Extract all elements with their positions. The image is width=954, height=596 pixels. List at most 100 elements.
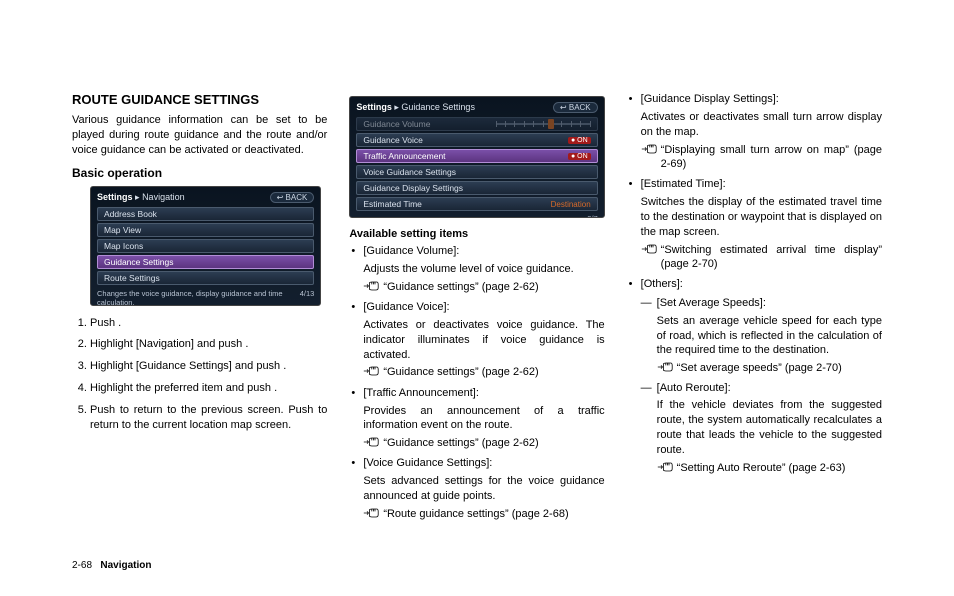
title2-crumb: Guidance Settings	[401, 102, 475, 112]
cross-ref: “Setting Auto Reroute” (page 2-63)	[657, 461, 882, 475]
col3-items: [Guidance Display Settings]: Activates or…	[627, 92, 882, 475]
item-title: [Guidance Voice]:	[363, 300, 604, 315]
step-item: Highlight the preferred item and push .	[90, 381, 327, 396]
menu-row: Map View	[97, 223, 314, 237]
hand-ref-icon	[363, 436, 379, 448]
row-label: Traffic Announcement	[363, 151, 445, 161]
menu-row: Guidance Voice ● ON	[356, 133, 597, 147]
menu-row: Voice Guidance Settings	[356, 165, 597, 179]
row-label: Guidance Settings	[104, 257, 173, 267]
step-item: Push .	[90, 316, 327, 331]
row-label: Route Settings	[104, 273, 160, 283]
page-body: ROUTE GUIDANCE SETTINGS Various guidance…	[72, 92, 882, 534]
sub-title: [Set Average Speeds]:	[657, 296, 882, 311]
item-body: Activates or deactivates small turn arro…	[641, 110, 882, 140]
on-indicator: ● ON	[568, 153, 591, 160]
item-title: [Others]:	[641, 277, 882, 292]
cross-ref: “Switching estimated arrival time displa…	[641, 243, 882, 272]
main-heading: ROUTE GUIDANCE SETTINGS	[72, 92, 327, 107]
cross-ref: “Displaying small turn arrow on map” (pa…	[641, 143, 882, 172]
setting-item: [Guidance Voice]: Activates or deactivate…	[349, 300, 604, 380]
item-body: Switches the display of the estimated tr…	[641, 195, 882, 240]
hand-ref-icon	[641, 143, 657, 155]
back-button: ↩ BACK	[553, 102, 598, 113]
back-button: ↩ BACK	[270, 192, 315, 203]
step-item: Highlight [Navigation] and push .	[90, 337, 327, 352]
basic-heading: Basic operation	[72, 166, 327, 180]
item-body: Activates or deactivates voice guidance.…	[363, 318, 604, 363]
setting-item: [Voice Guidance Settings]: Sets advanced …	[349, 456, 604, 521]
setting-item: [Others]: [Set Average Speeds]: Sets an av…	[627, 277, 882, 475]
row-label: Map View	[104, 225, 141, 235]
menu-row: Address Book	[97, 207, 314, 221]
setting-item: [Guidance Display Settings]: Activates or…	[627, 92, 882, 171]
guidance-settings-screenshot: Settings ▸ Guidance Settings ↩ BACK Guid…	[349, 96, 604, 218]
item-title: [Voice Guidance Settings]:	[363, 456, 604, 471]
available-heading: Available setting items	[349, 228, 604, 240]
cross-ref: “Route guidance settings” (page 2-68)	[363, 507, 604, 521]
screenshot-list: Address Book Map View Map Icons Guidance Se…	[97, 207, 314, 285]
item-body: Adjusts the volume level of voice guidan…	[363, 262, 604, 277]
hand-ref-icon	[363, 365, 379, 377]
hand-ref-icon	[641, 243, 657, 255]
menu-row: Guidance Display Settings	[356, 181, 597, 195]
screenshot-titlebar: Settings ▸ Navigation ↩ BACK	[97, 192, 314, 203]
setting-item: [Estimated Time]:Switches the display of…	[627, 177, 882, 271]
screenshot-title: Settings ▸ Navigation	[97, 192, 185, 203]
cross-ref: “Guidance settings” (page 2-62)	[363, 280, 604, 294]
screenshot-caption: Changes the voice guidance, display guid…	[97, 289, 300, 306]
item-title: [Traffic Announcement]:	[363, 386, 604, 401]
column-2: Settings ▸ Guidance Settings ↩ BACK Guid…	[349, 92, 604, 534]
row-label: Guidance Voice	[363, 135, 423, 145]
back-label: BACK	[286, 193, 308, 202]
menu-row: Guidance Settings	[97, 255, 314, 269]
page-number: 2-68	[72, 560, 92, 571]
sub-item: [Set Average Speeds]: Sets an average veh…	[641, 296, 882, 376]
dest-value: Destination	[551, 200, 591, 209]
hand-ref-icon	[363, 280, 379, 292]
sub-body: Sets an average vehicle speed for each t…	[657, 314, 882, 359]
hand-ref-icon	[363, 507, 379, 519]
section-name: Navigation	[100, 560, 151, 571]
sub-title: [Auto Reroute]:	[657, 381, 882, 396]
column-1: ROUTE GUIDANCE SETTINGS Various guidance…	[72, 92, 327, 534]
menu-row: Map Icons	[97, 239, 314, 253]
item-body: Sets advanced settings for the voice gui…	[363, 474, 604, 504]
row-label: Guidance Display Settings	[363, 183, 463, 193]
item-title: [Guidance Display Settings]:	[641, 92, 882, 107]
item-title: [Guidance Volume]:	[363, 244, 604, 259]
step-item: Push to return to the previous screen. P…	[90, 403, 327, 433]
row-label: Guidance Volume	[363, 119, 430, 129]
row-label: Map Icons	[104, 241, 143, 251]
back-label: BACK	[569, 103, 591, 112]
intro-text: Various guidance information can be set …	[72, 113, 327, 158]
row-label: Voice Guidance Settings	[363, 167, 456, 177]
breadcrumb-sep: ▸	[135, 192, 142, 202]
menu-row: Estimated Time Destination	[356, 197, 597, 211]
screenshot2-titlebar: Settings ▸ Guidance Settings ↩ BACK	[356, 102, 597, 113]
title-prefix: Settings	[97, 192, 133, 202]
title2-prefix: Settings	[356, 102, 392, 112]
title-crumb: Navigation	[142, 192, 185, 202]
row-label: Address Book	[104, 209, 157, 219]
on-indicator: ● ON	[568, 137, 591, 144]
sub-item: [Auto Reroute]: If the vehicle deviates f…	[641, 381, 882, 476]
setting-item: [Traffic Announcement]: Provides an annou…	[349, 386, 604, 451]
screenshot-counter: 4/13	[300, 289, 315, 306]
row-label: Estimated Time	[363, 199, 422, 209]
screenshot2-list: Guidance Volume Guidance Voice ● ON Traffic…	[356, 117, 597, 211]
steps-list: Push . Highlight [Navigation] and push . H…	[72, 316, 327, 433]
page-footer: 2-68 Navigation	[72, 560, 151, 571]
menu-row: Route Settings	[97, 271, 314, 285]
cross-ref: “Guidance settings” (page 2-62)	[363, 436, 604, 450]
setting-item: [Guidance Volume]: Adjusts the volume lev…	[349, 244, 604, 294]
menu-row: Guidance Volume	[356, 117, 597, 131]
available-items: [Guidance Volume]: Adjusts the volume lev…	[349, 244, 604, 521]
cross-ref: “Set average speeds” (page 2-70)	[657, 361, 882, 375]
column-3: [Guidance Display Settings]: Activates or…	[627, 92, 882, 534]
screenshot2-counter: 3/7	[587, 214, 597, 218]
item-body: Provides an announcement of a traffic in…	[363, 404, 604, 434]
sub-body: If the vehicle deviates from the suggest…	[657, 398, 882, 457]
nav-settings-screenshot: Settings ▸ Navigation ↩ BACK Address Boo…	[90, 186, 321, 306]
hand-ref-icon	[657, 361, 673, 373]
